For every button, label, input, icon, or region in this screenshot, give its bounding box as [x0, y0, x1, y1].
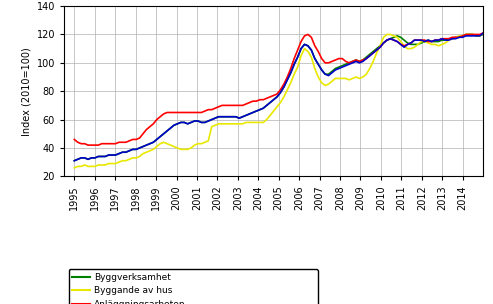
Byggverksamhet — [298, 47, 304, 50]
Byggande av hus — [71, 166, 77, 170]
Byggverksamhet — [480, 33, 486, 36]
Byggverksamhet — [463, 33, 469, 36]
Byggverksamhet — [353, 58, 359, 62]
Anläggningsarbeten — [85, 143, 91, 147]
Specialiserad bygg- och anläggningsverksamhet — [298, 47, 304, 50]
Specialiserad bygg- och anläggningsverksamhet — [466, 34, 472, 38]
Byggverksamhet — [181, 121, 187, 124]
Specialiserad bygg- och anläggningsverksamhet — [394, 40, 400, 43]
Byggverksamhet — [394, 34, 400, 38]
Anläggningsarbeten — [161, 112, 167, 116]
Specialiserad bygg- och anläggningsverksamhet — [157, 135, 163, 138]
Specialiserad bygg- och anläggningsverksamhet — [181, 121, 187, 124]
Byggande av hus — [181, 147, 187, 151]
Byggverksamhet — [157, 135, 163, 138]
Line: Byggande av hus: Byggande av hus — [74, 33, 483, 168]
Byggande av hus — [394, 36, 400, 39]
Legend: Byggverksamhet, Byggande av hus, Anläggningsarbeten, Specialiserad bygg- och anl: Byggverksamhet, Byggande av hus, Anläggn… — [69, 269, 318, 304]
Line: Byggverksamhet: Byggverksamhet — [74, 34, 483, 161]
Byggverksamhet — [470, 33, 476, 36]
Anläggningsarbeten — [185, 111, 191, 114]
Specialiserad bygg- och anläggningsverksamhet — [480, 31, 486, 35]
Byggande av hus — [466, 33, 472, 36]
Anläggningsarbeten — [356, 60, 362, 63]
Specialiserad bygg- och anläggningsverksamhet — [71, 159, 77, 163]
Byggverksamhet — [71, 159, 77, 163]
Specialiserad bygg- och anläggningsverksamhet — [353, 60, 359, 63]
Line: Anläggningsarbeten: Anläggningsarbeten — [74, 33, 483, 145]
Line: Specialiserad bygg- och anläggningsverksamhet: Specialiserad bygg- och anläggningsverks… — [74, 33, 483, 161]
Anläggningsarbeten — [398, 43, 404, 46]
Anläggningsarbeten — [470, 33, 476, 36]
Byggande av hus — [480, 31, 486, 35]
Anläggningsarbeten — [302, 34, 308, 38]
Byggande av hus — [353, 75, 359, 79]
Anläggningsarbeten — [71, 138, 77, 141]
Byggande av hus — [298, 54, 304, 57]
Byggande av hus — [157, 142, 163, 146]
Anläggningsarbeten — [480, 31, 486, 35]
Y-axis label: Index (2010=100): Index (2010=100) — [21, 47, 31, 136]
